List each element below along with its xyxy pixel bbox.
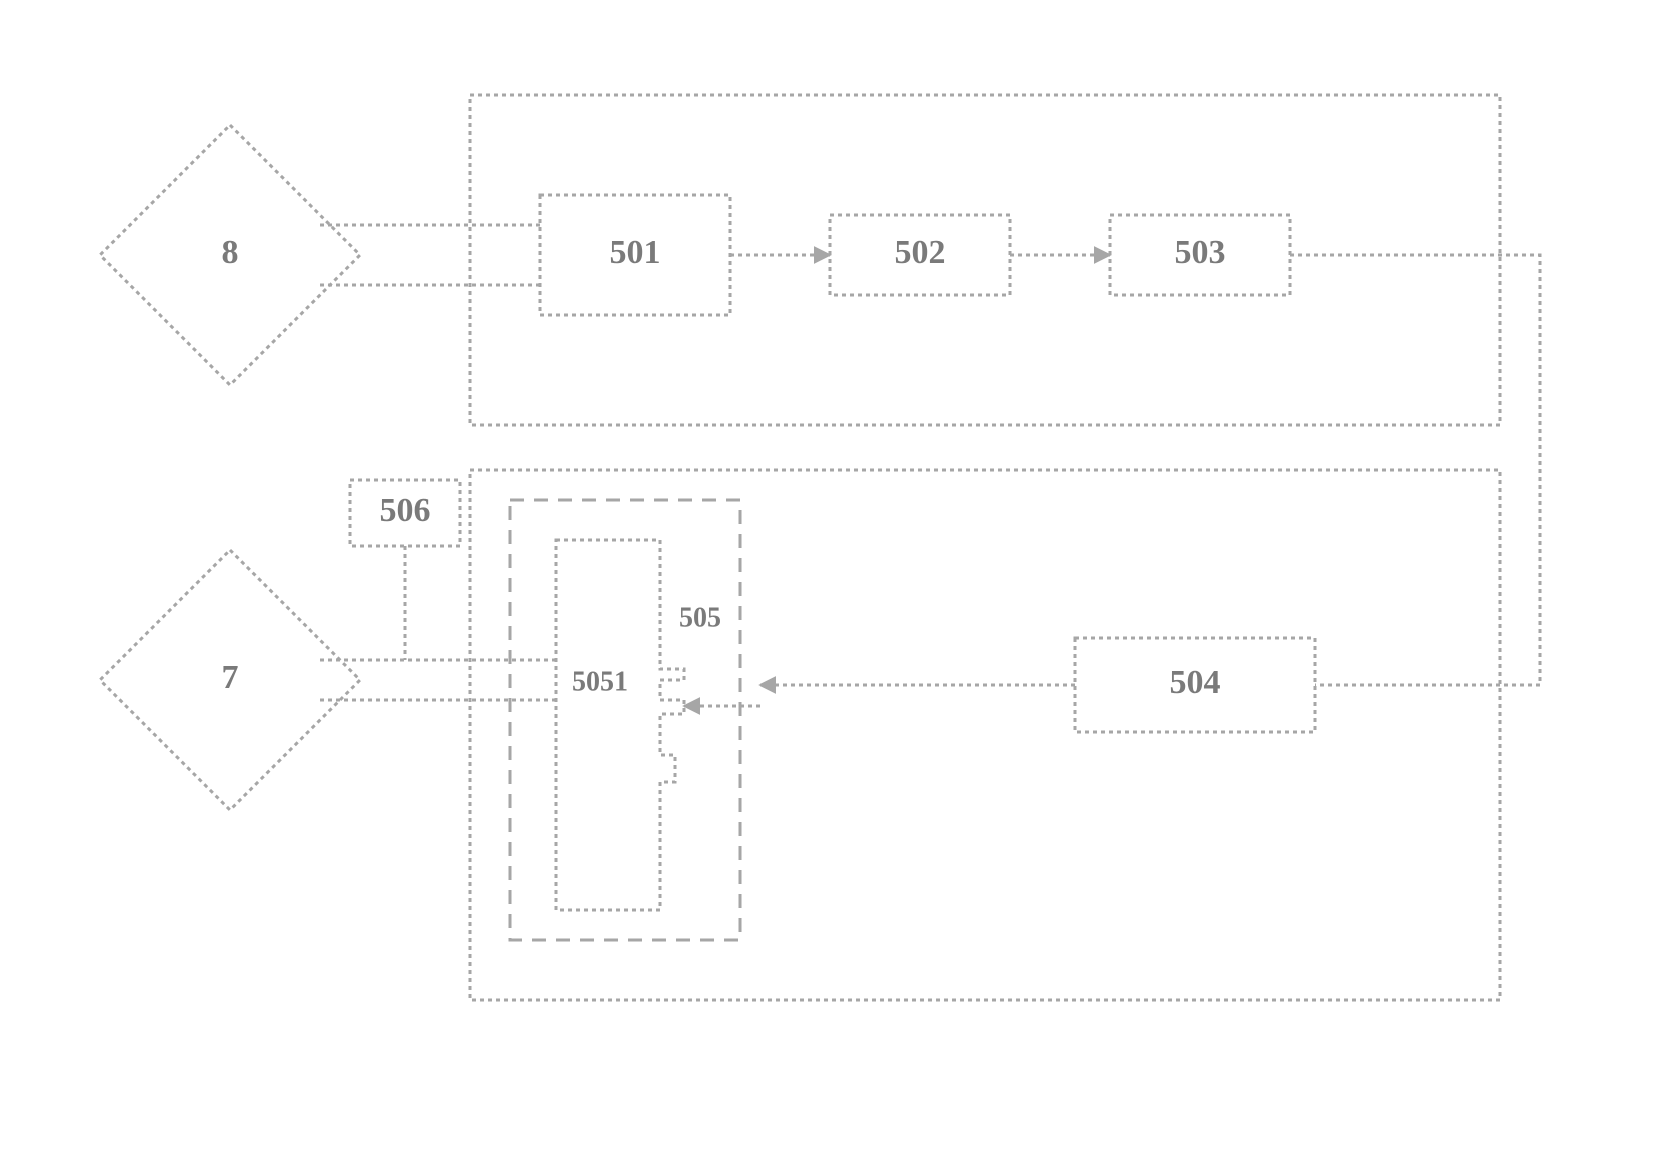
diamond-label-d7: 7 (222, 659, 239, 696)
box-label-b504: 504 (1170, 664, 1221, 701)
box-label-b506: 506 (380, 492, 431, 529)
inner-shape-label-5051: 5051 (572, 666, 628, 697)
box-label-b502: 502 (895, 234, 946, 271)
container-c-bottom (470, 470, 1500, 1000)
box-label-b501: 501 (610, 234, 661, 271)
box-label-b503: 503 (1175, 234, 1226, 271)
inner-shape-5051 (556, 540, 684, 910)
diamond-label-d8: 8 (222, 234, 239, 271)
dashed-box-505 (510, 500, 740, 940)
dashed-box-label-505: 505 (679, 602, 721, 633)
